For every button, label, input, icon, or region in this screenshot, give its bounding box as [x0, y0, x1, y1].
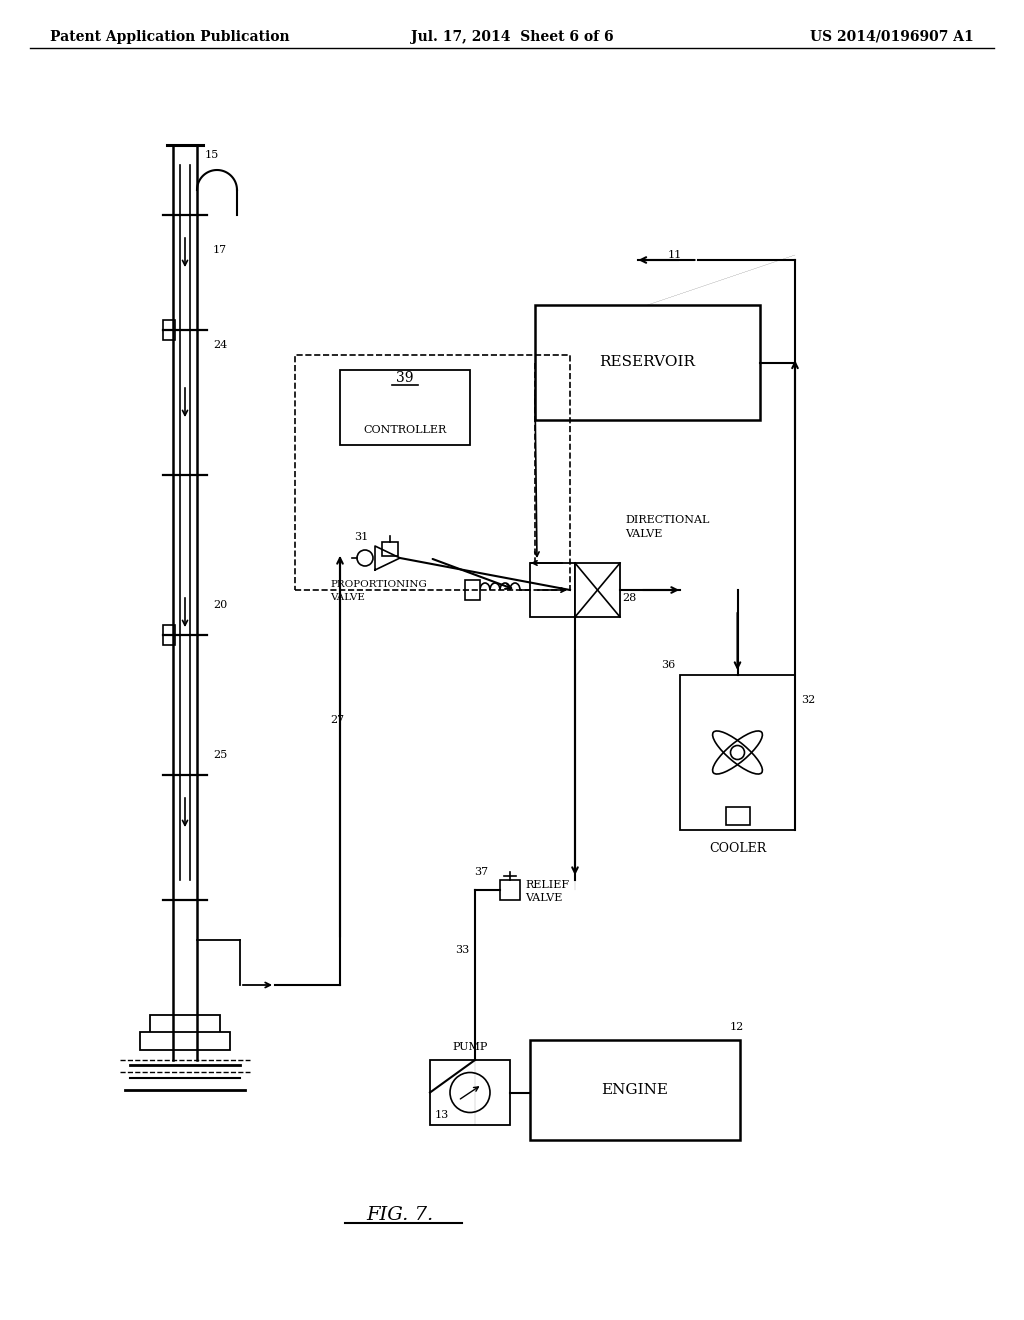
Bar [295, 355, 570, 590]
Bar [575, 564, 620, 616]
Bar [382, 543, 398, 556]
Bar [140, 1032, 230, 1049]
Bar [430, 1060, 510, 1125]
Text: 31: 31 [353, 532, 368, 543]
Text: 27: 27 [330, 715, 344, 725]
Text: 12: 12 [730, 1022, 744, 1032]
Text: Jul. 17, 2014  Sheet 6 of 6: Jul. 17, 2014 Sheet 6 of 6 [411, 30, 613, 44]
Text: 39: 39 [396, 371, 414, 385]
Text: VALVE: VALVE [625, 529, 663, 539]
Bar [163, 624, 175, 645]
Text: 28: 28 [622, 593, 636, 603]
Bar [500, 880, 520, 900]
Text: Patent Application Publication: Patent Application Publication [50, 30, 290, 44]
Text: VALVE: VALVE [330, 593, 365, 602]
Bar [163, 319, 175, 341]
Text: RELIEF: RELIEF [525, 880, 569, 890]
Text: 13: 13 [435, 1110, 450, 1119]
Text: ENGINE: ENGINE [601, 1082, 669, 1097]
Text: 24: 24 [213, 341, 227, 350]
Text: DIRECTIONAL: DIRECTIONAL [625, 515, 710, 525]
Bar [340, 370, 470, 445]
Bar [465, 579, 480, 601]
Bar [535, 305, 760, 420]
Bar [150, 1015, 220, 1035]
Text: 15: 15 [205, 150, 219, 160]
Text: 17: 17 [213, 246, 227, 255]
Text: 32: 32 [801, 696, 815, 705]
Text: 25: 25 [213, 750, 227, 760]
Bar [530, 1040, 740, 1140]
Text: RESERVOIR: RESERVOIR [599, 355, 695, 370]
Text: 11: 11 [668, 249, 682, 260]
Text: VALVE: VALVE [525, 894, 562, 903]
Text: COOLER: COOLER [709, 842, 766, 855]
Text: US 2014/0196907 A1: US 2014/0196907 A1 [810, 30, 974, 44]
Text: PROPORTIONING: PROPORTIONING [330, 579, 427, 589]
Bar [725, 807, 750, 825]
Text: 37: 37 [474, 867, 488, 876]
Bar [530, 564, 575, 616]
Text: 33: 33 [455, 945, 469, 954]
Text: CONTROLLER: CONTROLLER [364, 425, 446, 436]
Text: PUMP: PUMP [453, 1041, 487, 1052]
Bar [680, 675, 795, 830]
Text: 20: 20 [213, 601, 227, 610]
Text: FIG. 7.: FIG. 7. [367, 1206, 433, 1224]
Text: 36: 36 [660, 660, 675, 671]
